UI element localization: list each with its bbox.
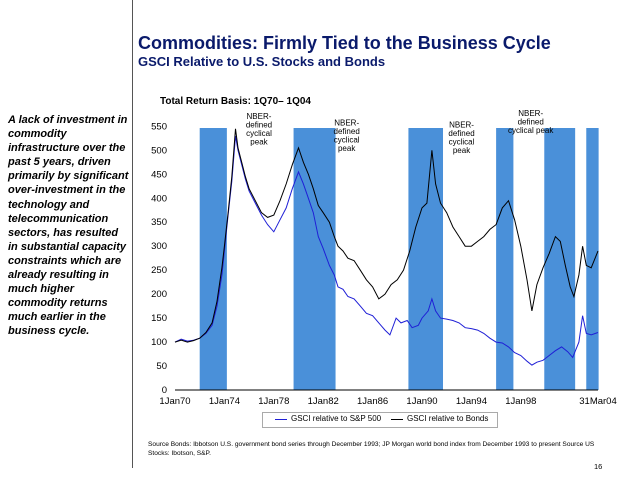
x-tick-label: 1Jan94 (456, 396, 487, 407)
y-tick-label: 450 (151, 169, 167, 180)
series-line-bonds (174, 128, 599, 343)
x-tick-label: 1Jan86 (357, 396, 388, 407)
recession-band-0 (199, 128, 227, 390)
x-tick-label: 1Jan82 (308, 396, 339, 407)
source-note: Source Bonds: Ibbotson U.S. government b… (148, 441, 595, 457)
vertical-divider (132, 0, 133, 468)
x-tick-label: 1Jan90 (406, 396, 437, 407)
page-number: 16 (594, 462, 603, 471)
x-tick-label: 1Jan98 (505, 396, 536, 407)
y-tick-label: 0 (162, 385, 167, 396)
sidebar-commentary: A lack of investment in commodity infras… (8, 114, 129, 338)
y-tick-label: 500 (151, 145, 167, 156)
chart-legend: GSCI relative to S&P 500 GSCI relative t… (262, 412, 498, 428)
chart-basis-label: Total Return Basis: 1Q70– 1Q04 (160, 96, 311, 107)
nber-annotation: NBER-defined cyclical peak (246, 112, 272, 147)
y-tick-label: 50 (156, 361, 167, 372)
y-tick-label: 200 (151, 289, 167, 300)
nber-annotation: NBER-defined cyclical peak (508, 109, 554, 135)
y-tick-label: 350 (151, 217, 167, 228)
x-tick-label: 31Mar04 (579, 396, 617, 407)
x-tick-label: 1Jan70 (159, 396, 190, 407)
nber-annotation: NBER-defined cyclical peak (334, 118, 360, 152)
legend-swatch-sp500 (275, 419, 287, 420)
recession-band-5 (586, 128, 599, 390)
y-tick-label: 300 (151, 241, 167, 252)
recession-band-4 (544, 128, 576, 390)
recession-band-1 (293, 128, 336, 390)
x-tick-label: 1Jan78 (258, 396, 289, 407)
slide-title: Commodities: Firmly Tied to the Business… (138, 33, 551, 53)
x-tick-label: 1Jan74 (209, 396, 240, 407)
slide-subtitle: GSCI Relative to U.S. Stocks and Bonds (138, 54, 386, 69)
y-tick-label: 100 (151, 337, 167, 348)
y-tick-label: 150 (151, 313, 167, 324)
y-tick-label: 400 (151, 193, 167, 204)
recession-band-2 (408, 128, 444, 390)
series-line-sp500 (174, 135, 599, 366)
legend-label-bonds: GSCI relative to Bonds (407, 414, 489, 423)
legend-label-sp500: GSCI relative to S&P 500 (291, 414, 382, 423)
legend-swatch-bonds (391, 419, 403, 420)
y-tick-label: 250 (151, 265, 167, 276)
y-tick-label: 550 (151, 121, 167, 132)
nber-annotation: NBER-defined cyclical peak (448, 120, 474, 154)
recession-band-3 (496, 128, 514, 390)
